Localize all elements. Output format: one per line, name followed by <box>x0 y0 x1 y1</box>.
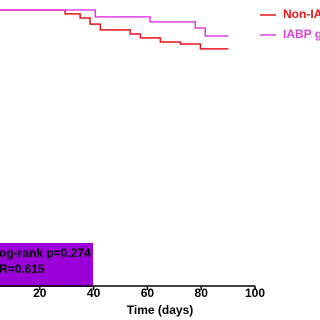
x-tick-label: 80 <box>195 286 209 300</box>
x-tick-label: 60 <box>141 286 155 300</box>
annotation: R=0.615 <box>0 262 45 276</box>
annotation-box <box>0 243 93 287</box>
annotation: og-rank p=0.274 <box>0 246 91 260</box>
survival-curve <box>0 9 229 37</box>
legend-label: Non-IA <box>283 7 320 21</box>
x-axis-label: Time (days) <box>127 303 193 317</box>
x-tick-label: 100 <box>245 286 265 300</box>
x-tick-label: 20 <box>33 286 47 300</box>
legend-label: IABP g <box>283 27 320 41</box>
x-tick-label: 40 <box>87 286 101 300</box>
survival-curve <box>0 9 229 50</box>
